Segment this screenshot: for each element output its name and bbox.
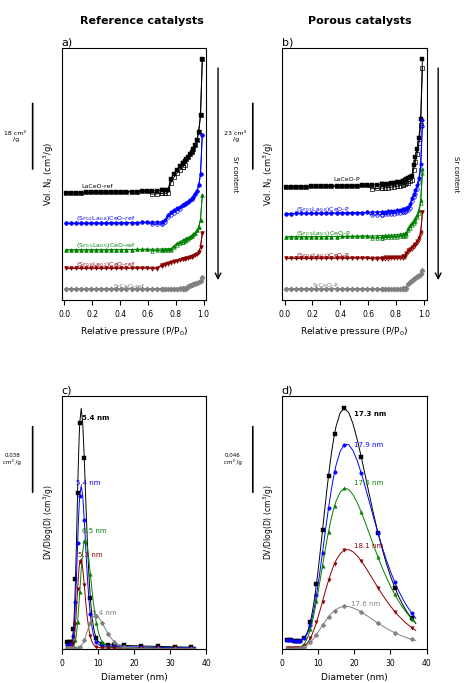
Text: a): a) <box>62 37 73 47</box>
Text: (Sr$_{0.8}$La$_{0.2}$)CeO–P: (Sr$_{0.8}$La$_{0.2}$)CeO–P <box>296 251 350 260</box>
Y-axis label: DV/Dlog(D) (cm$^3$/g): DV/Dlog(D) (cm$^3$/g) <box>42 485 56 560</box>
Y-axis label: DV/Dlog(D) (cm$^3$/g): DV/Dlog(D) (cm$^3$/g) <box>262 485 276 560</box>
Text: 6.5 nm: 6.5 nm <box>82 529 106 534</box>
X-axis label: Relative pressure (P/P$_0$): Relative pressure (P/P$_0$) <box>300 324 408 337</box>
Text: (Sr$_{0.8}$La$_{0.2}$)CeO–ref: (Sr$_{0.8}$La$_{0.2}$)CeO–ref <box>75 260 135 269</box>
Text: (Sr$_{0.5}$La$_{0.5}$)CeO–ref: (Sr$_{0.5}$La$_{0.5}$)CeO–ref <box>75 242 136 251</box>
X-axis label: Relative pressure (P/P$_0$): Relative pressure (P/P$_0$) <box>80 324 188 337</box>
Text: (Sr$_{0.2}$La$_{0.8}$)CeO–ref: (Sr$_{0.2}$La$_{0.8}$)CeO–ref <box>75 214 135 223</box>
Text: 17.3 nm: 17.3 nm <box>354 410 386 417</box>
Text: (Sr$_{0.2}$La$_{0.8}$)CeO–P: (Sr$_{0.2}$La$_{0.8}$)CeO–P <box>296 205 350 214</box>
Text: Reference catalysts: Reference catalysts <box>80 16 204 26</box>
X-axis label: Diameter (nm): Diameter (nm) <box>321 673 388 682</box>
Text: 0.038
cm³ /g: 0.038 cm³ /g <box>3 454 21 465</box>
Text: 5.3 nm: 5.3 nm <box>78 553 102 559</box>
Text: c): c) <box>62 385 72 395</box>
Text: SrCeO-ref: SrCeO-ref <box>113 283 144 289</box>
Text: SrCeO-P: SrCeO-P <box>312 283 338 288</box>
Text: 18.1 nm: 18.1 nm <box>354 543 383 549</box>
Text: Sr content: Sr content <box>453 156 458 193</box>
Text: Sr content: Sr content <box>232 156 238 193</box>
Text: 0.046
cm³ /g: 0.046 cm³ /g <box>224 454 241 465</box>
Text: (Sr$_{0.5}$La$_{0.5}$)CeO–P: (Sr$_{0.5}$La$_{0.5}$)CeO–P <box>296 229 350 238</box>
X-axis label: Diameter (nm): Diameter (nm) <box>100 673 167 682</box>
Text: b): b) <box>282 37 293 47</box>
Y-axis label: Vol. N$_2$ (cm$^3$/g): Vol. N$_2$ (cm$^3$/g) <box>262 142 276 206</box>
Text: 17.6 nm: 17.6 nm <box>354 480 383 486</box>
Text: LaCeO-P: LaCeO-P <box>333 178 360 182</box>
Text: d): d) <box>282 385 293 395</box>
Text: 9.4 nm: 9.4 nm <box>92 610 117 616</box>
Text: Porous catalysts: Porous catalysts <box>309 16 412 26</box>
Text: LaCeO-ref: LaCeO-ref <box>81 184 113 189</box>
Text: 23 cm³
 /g: 23 cm³ /g <box>224 131 246 141</box>
Text: 5.4 nm: 5.4 nm <box>82 415 109 421</box>
Text: 17.9 nm: 17.9 nm <box>354 442 383 448</box>
Text: 17.6 nm: 17.6 nm <box>351 600 380 607</box>
Y-axis label: Vol. N$_2$ (cm$^3$/g): Vol. N$_2$ (cm$^3$/g) <box>42 142 56 206</box>
Text: 5.4 nm: 5.4 nm <box>76 480 100 486</box>
Text: 18 cm³
 /g: 18 cm³ /g <box>4 131 26 141</box>
